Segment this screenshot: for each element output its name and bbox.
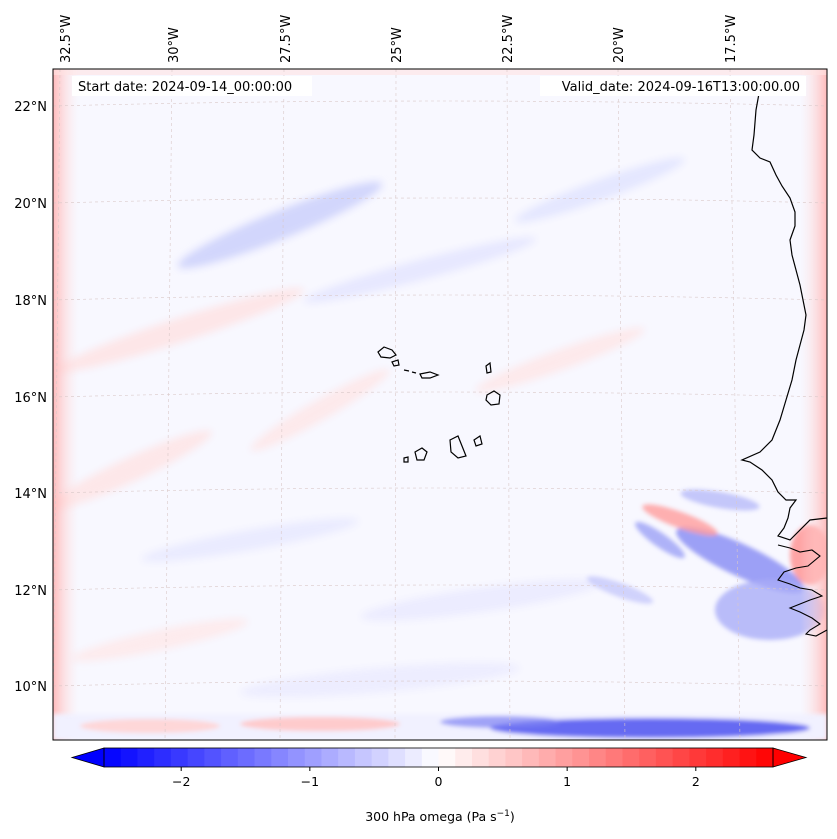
colorbar-cell [672, 748, 690, 767]
colorbar-cell [405, 748, 423, 767]
colorbar-extend-max [772, 747, 808, 768]
colorbar-cell [655, 748, 674, 767]
left-edge-band [53, 69, 79, 740]
colorbar-cell [589, 748, 607, 767]
lon-label-30w: 30°W [167, 27, 182, 63]
start-date-text: Start date: 2024-09-14_00:00:00 [78, 80, 292, 95]
colorbar-tick-label: 0 [435, 774, 443, 789]
lat-label-14n: 14°N [14, 487, 47, 502]
colorbar-cell [187, 748, 205, 767]
colorbar-tick-label: −2 [172, 774, 190, 789]
colorbar-cell [388, 748, 406, 767]
lon-labels: 32.5°W 30°W 27.5°W 25°W 22.5°W 20°W 17.5… [59, 15, 739, 63]
colorbar-cell [471, 748, 490, 767]
colorbar-cell [321, 748, 339, 767]
lat-label-18n: 18°N [14, 294, 47, 309]
colorbar-cell [605, 748, 623, 767]
colorbar-cell [455, 748, 473, 767]
lon-label-17-5w: 17.5°W [724, 15, 739, 63]
start-date-box [72, 76, 312, 96]
colorbar-cell [120, 748, 138, 767]
lon-label-20w: 20°W [612, 27, 627, 63]
colorbar-ticks: −2 −1 0 1 2 [172, 767, 700, 789]
colorbar-cell [170, 748, 189, 767]
colorbar-cell [756, 748, 774, 767]
colorbar-cells [104, 748, 774, 767]
colorbar-cell [221, 748, 239, 767]
colorbar-cell [706, 748, 724, 767]
colorbar-tick-label: 2 [692, 774, 700, 789]
colorbar: −2 −1 0 1 2 300 hPa omega (Pa s−1) [70, 747, 808, 824]
lon-label-25w: 25°W [390, 27, 405, 63]
lat-label-20n: 20°N [14, 197, 47, 212]
colorbar-cell [304, 748, 322, 767]
lat-label-16n: 16°N [14, 391, 47, 406]
colorbar-cell [522, 748, 540, 767]
colorbar-cell [338, 748, 356, 767]
lat-label-12n: 12°N [14, 584, 47, 599]
colorbar-cell [488, 748, 506, 767]
map-frame [52, 68, 828, 741]
convection-cluster [587, 489, 827, 640]
colorbar-cell [371, 748, 389, 767]
colorbar-cell [154, 748, 172, 767]
colorbar-cell [505, 748, 523, 767]
colorbar-cell [287, 748, 306, 767]
graticule [53, 69, 827, 740]
lat-labels: 22°N 20°N 18°N 16°N 14°N 12°N 10°N [14, 100, 47, 695]
colorbar-cell [354, 748, 373, 767]
colorbar-cell [137, 748, 155, 767]
colorbar-extend-min [70, 747, 105, 768]
bottom-edge-band [53, 714, 827, 740]
colorbar-cell [689, 748, 707, 767]
lon-label-27-5w: 27.5°W [279, 15, 294, 63]
lat-label-22n: 22°N [14, 100, 47, 115]
colorbar-cell [204, 748, 222, 767]
colorbar-cell [237, 748, 255, 767]
cape-verde-islands [377, 346, 501, 463]
africa-coastline [740, 87, 827, 541]
colorbar-cell [254, 748, 272, 767]
colorbar-cell [572, 748, 590, 767]
colorbar-cell [438, 748, 456, 767]
colorbar-cell [421, 748, 439, 767]
lat-label-10n: 10°N [14, 680, 47, 695]
valid-date-box [540, 76, 806, 96]
colorbar-cell [622, 748, 640, 767]
valid-date-text: Valid_date: 2024-09-16T13:00:00.00 [562, 80, 800, 95]
gambia-guinea-coast [777, 544, 827, 637]
right-edge-band [800, 69, 827, 740]
colorbar-cell [555, 748, 573, 767]
lon-label-22-5w: 22.5°W [501, 15, 516, 63]
colorbar-tick-label: 1 [563, 774, 571, 789]
colorbar-label: 300 hPa omega (Pa s−1) [365, 809, 515, 824]
colorbar-tick-label: −1 [301, 774, 319, 789]
colorbar-cell [271, 748, 289, 767]
colorbar-cell [739, 748, 757, 767]
colorbar-cell [104, 748, 122, 767]
colorbar-cell [722, 748, 740, 767]
colorbar-cell [639, 748, 657, 767]
colorbar-cell [538, 748, 556, 767]
lon-label-32-5w: 32.5°W [59, 15, 74, 63]
omega-field [53, 157, 685, 698]
